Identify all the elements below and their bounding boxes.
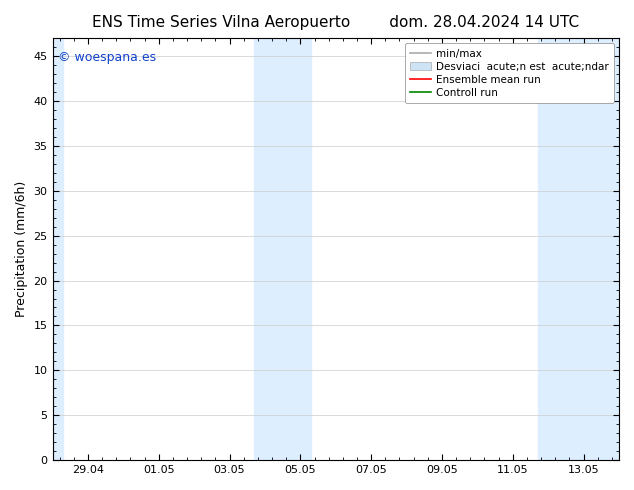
- Bar: [538, 38, 619, 460]
- Title: ENS Time Series Vilna Aeropuerto        dom. 28.04.2024 14 UTC: ENS Time Series Vilna Aeropuerto dom. 28…: [92, 15, 579, 30]
- Legend: min/max, Desviaci  acute;n est  acute;ndar, Ensemble mean run, Controll run: min/max, Desviaci acute;n est acute;ndar…: [404, 43, 614, 103]
- Y-axis label: Precipitation (mm/6h): Precipitation (mm/6h): [15, 181, 28, 317]
- Bar: [53, 38, 63, 460]
- Text: © woespana.es: © woespana.es: [58, 51, 157, 64]
- Bar: [254, 38, 311, 460]
